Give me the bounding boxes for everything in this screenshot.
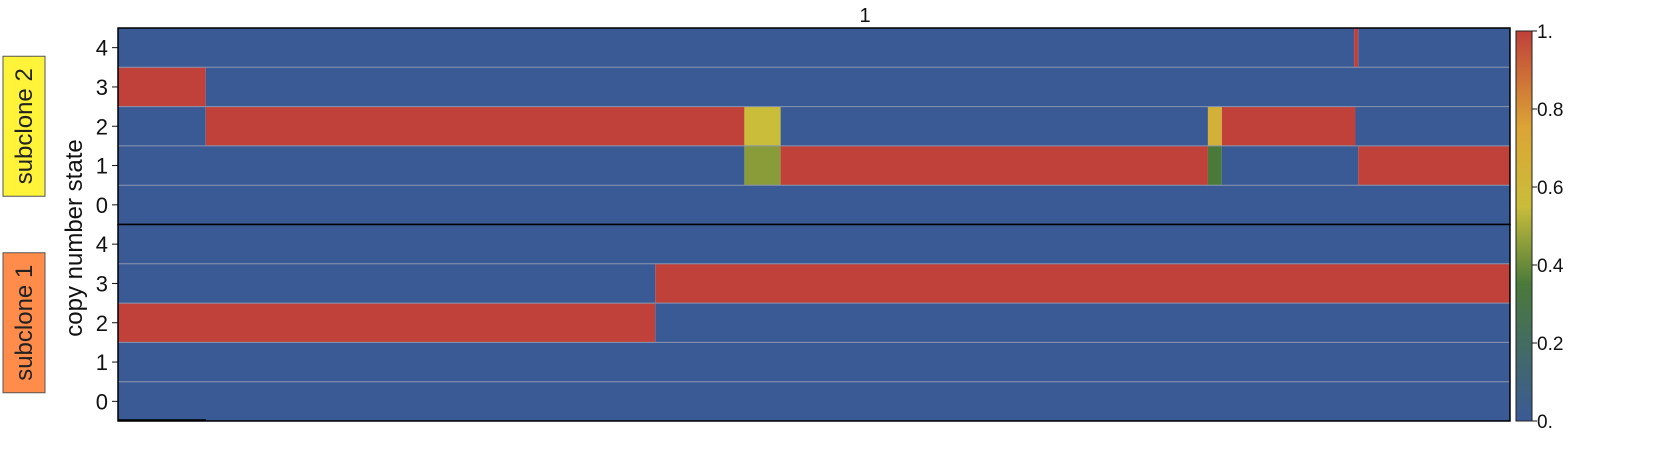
panel-label: subclone 2 bbox=[11, 68, 38, 184]
heatmap-cell bbox=[1207, 106, 1222, 146]
colorbar-tick-label: 0.2 bbox=[1537, 334, 1563, 355]
heatmap-cell bbox=[118, 145, 745, 186]
colorbar bbox=[1515, 30, 1533, 422]
heatmap-cell bbox=[118, 106, 206, 146]
heatmap-cell bbox=[118, 28, 1355, 68]
heatmap-cell bbox=[118, 263, 656, 304]
heatmap-cell bbox=[118, 67, 206, 107]
y-tick-label: 0 bbox=[96, 193, 108, 218]
colorbar-tick-label: 0. bbox=[1537, 412, 1553, 433]
y-tick-label: 2 bbox=[96, 114, 108, 139]
y-tick-label: 1 bbox=[96, 350, 108, 375]
y-tick-label: 3 bbox=[96, 271, 108, 296]
heatmap-cell bbox=[744, 106, 781, 146]
heatmap-cell bbox=[118, 185, 1510, 225]
heatmap-cell bbox=[1207, 145, 1222, 186]
y-tick-label: 2 bbox=[96, 311, 108, 336]
heatmap-cell bbox=[655, 303, 1510, 343]
heatmap-cell bbox=[655, 263, 1510, 304]
heatmap-cell bbox=[1358, 145, 1510, 186]
panel-subclone-2: 4 3 2 1 0 subclone 2 bbox=[2, 27, 1511, 226]
heatmap-cell bbox=[1358, 28, 1510, 68]
y-axis-label: copy number state bbox=[61, 139, 88, 336]
heatmap-cell bbox=[118, 224, 1510, 264]
heatmap-cell bbox=[118, 303, 656, 343]
panel-frame bbox=[117, 223, 1511, 422]
y-tick-label: 1 bbox=[96, 154, 108, 179]
heatmap-cell bbox=[118, 342, 1510, 382]
colorbar-tick-label: 0.8 bbox=[1537, 100, 1563, 121]
heatmap-cell bbox=[205, 106, 745, 146]
y-tick-label: 4 bbox=[96, 232, 108, 257]
heatmap-cell bbox=[205, 67, 1510, 107]
heatmap-cell bbox=[1354, 28, 1359, 68]
panel-label-box bbox=[2, 55, 46, 197]
heatmap-cell bbox=[780, 106, 1208, 146]
panel-label-box bbox=[2, 252, 46, 394]
chart-title: 1 bbox=[859, 5, 870, 27]
heatmap-cell bbox=[1221, 106, 1356, 146]
colorbar-tick-label: 1. bbox=[1537, 22, 1553, 43]
panel-label: subclone 1 bbox=[11, 265, 38, 381]
heatmap-cell bbox=[780, 145, 1208, 186]
y-tick-label: 0 bbox=[96, 389, 108, 414]
y-tick-label: 3 bbox=[96, 75, 108, 100]
heatmap-cell bbox=[1221, 145, 1359, 186]
heatmap-cell bbox=[1355, 106, 1510, 146]
heatmap-cell bbox=[118, 381, 1510, 421]
panel-subclone-1: 4 3 2 1 0 subclone 1 bbox=[2, 223, 1511, 422]
heatmap-cell bbox=[744, 145, 781, 186]
y-tick-label: 4 bbox=[96, 36, 108, 61]
colorbar-tick-label: 0.6 bbox=[1537, 178, 1563, 199]
colorbar-tick-label: 0.4 bbox=[1537, 256, 1564, 277]
